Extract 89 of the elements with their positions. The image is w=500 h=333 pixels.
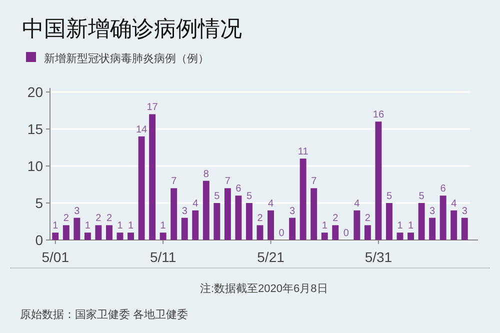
bar [181,218,188,240]
bar [74,218,80,240]
data-label: 1 [52,220,59,232]
data-label: 6 [440,184,446,195]
data-label: 4 [268,198,274,210]
bar [450,210,458,240]
bar [300,158,306,240]
bar [214,203,220,240]
data-label: 17 [146,102,158,114]
data-label: 3 [182,206,188,217]
bar [461,218,468,240]
data-label: 0 [278,228,285,239]
x-tick-label: 5/31 [364,249,392,265]
legend-label: 新增新型冠状病毒肺炎病例（例） [44,52,209,65]
data-label: 1 [322,220,328,232]
bar [106,225,112,240]
text: 原始数据：国家卫健委 各地卫健委 [20,308,188,321]
bar [268,210,274,240]
data-label: 1 [397,220,404,232]
x-tick-label: 5/21 [257,249,285,265]
bar [192,210,199,240]
data-label: 5 [386,191,392,202]
bar [332,225,339,240]
y-tick-label: 20 [27,84,44,100]
data-label: 3 [462,206,468,217]
data-label: 5 [214,191,220,202]
bar [440,196,446,240]
bar [418,203,425,240]
data-label: 1 [408,220,414,232]
y-tick-label: 15 [27,121,44,137]
data-label: 5 [246,191,252,202]
data-label: 1 [160,220,166,232]
bar [52,232,59,240]
bar [235,196,242,240]
data-label: 7 [171,176,178,188]
data-label: 14 [136,124,148,136]
data-label: 4 [354,198,360,210]
chart-title: 中国新增确诊病例情况 [22,16,242,41]
bar [95,225,102,240]
bar [149,114,156,240]
data-label: 5 [418,191,425,202]
data-label: 1 [128,220,134,232]
bar [116,232,124,240]
bar [246,203,252,240]
bar [396,232,404,240]
bar [289,218,296,240]
bar [429,218,436,240]
bar [386,203,392,240]
bar [84,232,91,240]
data-label: 4 [192,198,199,210]
data-label: 8 [203,168,210,180]
bar [408,232,414,240]
data-label: 1 [117,220,124,232]
bar [128,232,134,240]
data-label: 6 [236,184,242,195]
data-label: 16 [372,110,384,121]
y-tick-label: 5 [35,195,44,211]
bar [310,188,318,240]
bar [170,188,178,240]
bar [62,225,70,240]
text: 注:数据截至2020年6月8日 [200,282,328,295]
bar [160,232,166,240]
data-label: 2 [257,213,264,224]
y-tick-label: 0 [35,232,44,248]
bar [224,188,231,240]
bar [354,210,360,240]
data-label: 1 [84,220,91,232]
data-label: 2 [96,213,102,224]
bar [321,232,328,240]
data-label: 2 [63,213,70,224]
data-label: 7 [311,176,318,188]
x-tick-label: 5/11 [150,249,176,265]
data-label: 3 [290,206,296,217]
data-label: 3 [430,206,436,217]
data-label: 2 [106,213,112,224]
y-tick-label: 10 [27,158,44,174]
bar [138,136,145,240]
data-label: 3 [74,206,80,217]
data-label: 4 [451,198,458,210]
bar [202,180,210,240]
data-label: 2 [332,213,339,224]
bar [375,122,382,240]
bar [256,225,264,240]
data-label: 7 [224,176,231,188]
data-label: 11 [298,146,309,158]
data-label: 2 [364,213,371,224]
data-label: 0 [343,228,350,239]
bar [364,225,371,240]
x-tick-label: 5/01 [42,249,70,265]
